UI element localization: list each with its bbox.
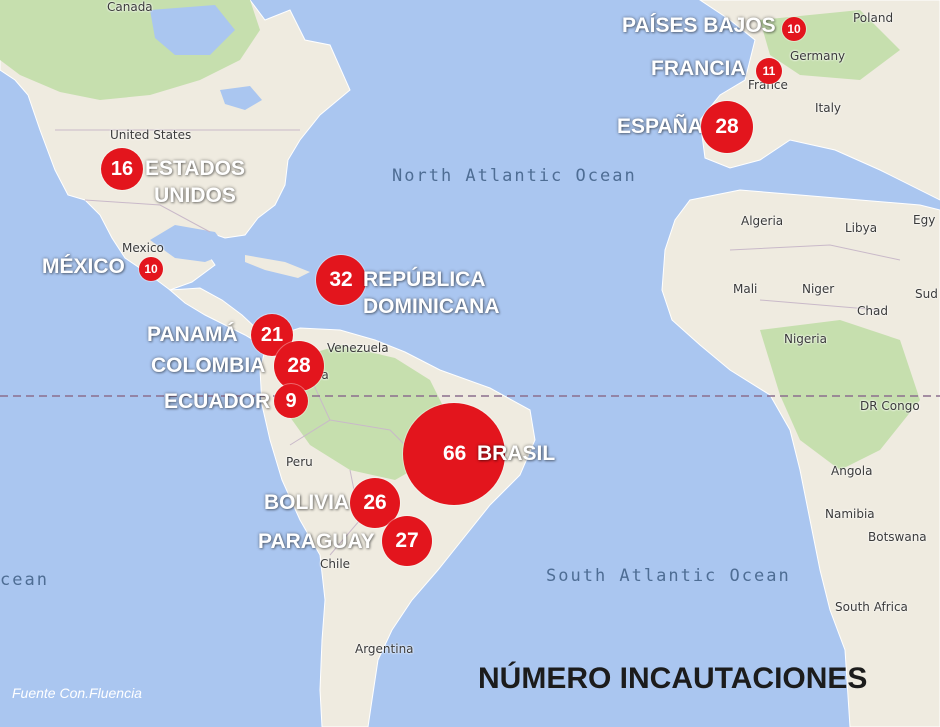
map-label-nigeria: Nigeria (784, 332, 827, 346)
great-lakes (220, 86, 262, 110)
africa-land (661, 189, 940, 727)
map-label-united-states: United States (110, 128, 192, 142)
seizure-label-francia: FRANCIA (651, 57, 746, 80)
map-label-sudan: Sud (915, 287, 938, 301)
seizure-bubble-paises-bajos[interactable]: 10 (782, 17, 806, 41)
seizure-label-estados-unidos-line1: ESTADOS (145, 157, 245, 180)
map-label-south-africa: South Africa (835, 600, 908, 614)
map-label-niger: Niger (802, 282, 835, 296)
map-label-italy: Italy (815, 101, 842, 115)
seizure-bubble-francia[interactable]: 11 (756, 58, 782, 84)
map-label-namibia: Namibia (825, 507, 875, 521)
map-label-canada: Canada (107, 0, 153, 14)
seizure-label-espana: ESPAÑA (617, 115, 703, 138)
map-label-botswana: Botswana (868, 530, 927, 544)
gulf-of-mexico (150, 225, 230, 262)
seizure-label-paraguay: PARAGUAY (258, 530, 375, 553)
seizure-label-republica-dominicana: REPÚBLICA DOMINICANA (363, 266, 500, 320)
map-label-algeria: Algeria (741, 214, 784, 228)
seizure-bubble-colombia[interactable]: 28 (274, 341, 324, 391)
seizure-bubble-estados-unidos[interactable]: 16 (101, 148, 143, 190)
seizure-label-bolivia: BOLIVIA (264, 491, 350, 514)
map-label-france: France (748, 78, 788, 92)
map-label-germany: Germany (790, 49, 846, 63)
seizure-bubble-brasil-value: 66 (443, 442, 467, 465)
ocean-label-south-atlantic: South Atlantic Ocean (546, 566, 791, 586)
hudson-bay (150, 5, 235, 55)
map-label-chile: Chile (320, 557, 351, 571)
ocean-label-pacific: cean (0, 570, 49, 590)
map-label-peru: Peru (286, 455, 313, 469)
source-credit: Fuente Con.Fluencia (12, 685, 142, 701)
seizure-label-paises-bajos: PAÍSES BAJOS (622, 14, 776, 37)
seizure-bubble-paraguay[interactable]: 27 (382, 516, 432, 566)
map-label-mexico: Mexico (122, 241, 164, 255)
map-label-bolivia-map: ia (318, 368, 329, 382)
ocean-label-north-atlantic: North Atlantic Ocean (392, 166, 637, 186)
map-label-angola: Angola (831, 464, 873, 478)
africa-forest (760, 320, 920, 470)
cuba-island (245, 255, 310, 278)
seizure-label-estados-unidos-line2: UNIDOS (154, 184, 236, 207)
mediterranean-sea (740, 160, 905, 200)
seizure-label-brasil: BRASIL (477, 442, 556, 465)
seizure-bubble-brasil[interactable]: 66 (403, 403, 505, 505)
map-label-venezuela: Venezuela (327, 341, 389, 355)
seizure-label-colombia: COLOMBIA (151, 354, 266, 377)
map-label-mali: Mali (733, 282, 758, 296)
map-label-argentina: Argentina (355, 642, 414, 656)
map-label-poland: Poland (853, 11, 894, 25)
seizure-label-republica-dominicana-line1: REPÚBLICA (363, 268, 486, 291)
map-title: NÚMERO INCAUTACIONES (478, 662, 868, 695)
seizure-label-panama: PANAMÁ (147, 323, 238, 346)
seizure-label-mexico: MÉXICO (42, 255, 125, 278)
map-label-dr-congo: DR Congo (860, 399, 920, 413)
seizure-bubble-espana[interactable]: 28 (701, 101, 753, 153)
seizure-bubble-republica-dominicana[interactable]: 32 (316, 255, 366, 305)
seizure-bubble-ecuador[interactable]: 9 (274, 384, 308, 418)
seizure-label-ecuador: ECUADOR (164, 390, 271, 413)
seizure-label-estados-unidos: ESTADOS UNIDOS (140, 155, 250, 209)
seizure-label-republica-dominicana-line2: DOMINICANA (363, 295, 500, 318)
map-label-libya: Libya (845, 221, 878, 235)
seizure-bubble-mexico[interactable]: 10 (139, 257, 163, 281)
map-label-chad: Chad (857, 304, 888, 318)
map-label-egypt: Egy (913, 213, 936, 227)
